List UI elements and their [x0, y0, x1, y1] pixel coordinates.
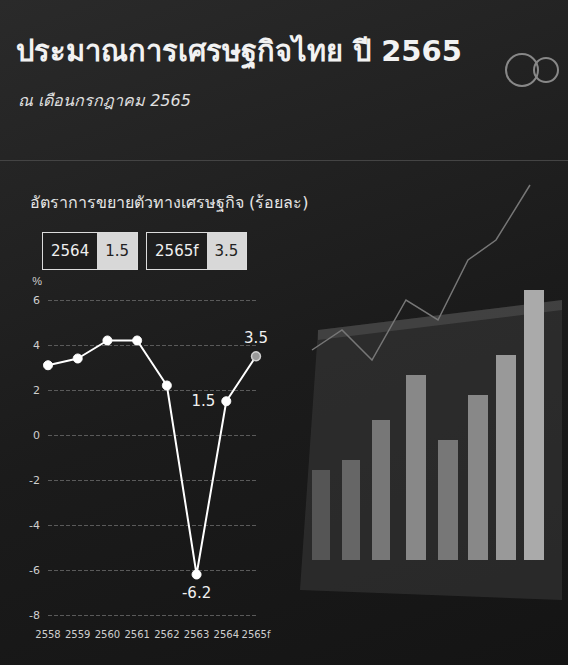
svg-text:2563: 2563 [184, 629, 209, 640]
svg-text:%: % [32, 275, 42, 287]
svg-text:4: 4 [33, 339, 40, 352]
svg-text:0: 0 [33, 429, 40, 442]
html-text:2564: 2564 [51, 242, 90, 260]
html-text:อัตราการขยายตัวทางเศรษฐกิจ (ร้: อัตราการขยายตัวทางเศรษฐกิจ (ร้อยละ) [30, 193, 309, 212]
svg-text:2560: 2560 [95, 629, 120, 640]
svg-text:3.5: 3.5 [244, 329, 268, 347]
svg-text:6: 6 [33, 294, 40, 307]
svg-text:2562: 2562 [154, 629, 179, 640]
svg-text:-6.2: -6.2 [182, 584, 211, 602]
html-text:2565f: 2565f [155, 242, 199, 260]
svg-text:2561: 2561 [124, 629, 149, 640]
svg-text:-2: -2 [29, 474, 40, 487]
svg-text:2565f: 2565f [242, 629, 271, 640]
svg-text:1.5: 1.5 [191, 392, 215, 410]
svg-text:-8: -8 [29, 609, 40, 622]
html-text:ประมาณการเศรษฐกิจไทย ปี 2565: ประมาณการเศรษฐกิจไทย ปี 2565 [16, 34, 462, 68]
svg-text:2558: 2558 [35, 629, 60, 640]
html-text:3.5: 3.5 [214, 242, 239, 260]
svg-text:-6: -6 [29, 564, 40, 577]
svg-text:-4: -4 [29, 519, 40, 532]
svg-text:2559: 2559 [65, 629, 90, 640]
svg-text:2564: 2564 [214, 629, 239, 640]
html-text:1.5: 1.5 [105, 242, 129, 260]
html-text:ณ เดือนกรกฎาคม 2565: ณ เดือนกรกฎาคม 2565 [18, 91, 191, 110]
svg-text:2: 2 [33, 384, 40, 397]
